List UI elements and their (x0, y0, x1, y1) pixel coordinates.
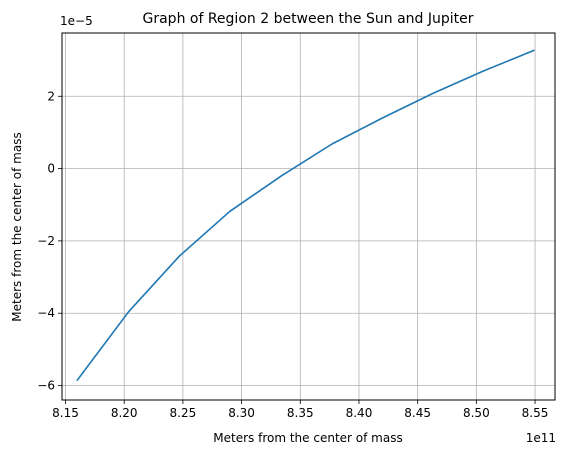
x-tick-label: 8.45 (404, 406, 431, 420)
y-axis-ticks: −6 −4 −2 0 2 (37, 89, 62, 393)
chart-title: Graph of Region 2 between the Sun and Ju… (143, 11, 474, 27)
x-tick-label: 8.15 (52, 406, 79, 420)
grid-lines (62, 33, 555, 400)
y-tick-label: −4 (37, 306, 55, 320)
y-tick-label: −6 (37, 379, 55, 393)
plot-area-frame (61, 32, 556, 401)
y-offset-label: 1e−5 (60, 14, 93, 28)
x-tick-label: 8.30 (228, 406, 255, 420)
x-tick-label: 8.20 (111, 406, 138, 420)
x-tick-label: 8.50 (463, 406, 490, 420)
x-axis-ticks: 8.15 8.20 8.25 8.30 8.35 8.40 8.45 8.50 8.55 (52, 400, 548, 420)
x-tick-label: 8.35 (287, 406, 314, 420)
y-tick-label: 0 (47, 162, 55, 176)
x-tick-label: 8.55 (522, 406, 549, 420)
y-tick-label: −2 (37, 234, 55, 248)
x-tick-label: 8.40 (346, 406, 373, 420)
series-line (76, 49, 535, 381)
x-axis-label: Meters from the center of mass (213, 431, 402, 445)
y-tick-label: 2 (47, 89, 55, 103)
x-offset-label: 1e11 (526, 431, 556, 445)
y-axis-label: Meters from the center of mass (10, 132, 24, 321)
x-tick-label: 8.25 (170, 406, 197, 420)
